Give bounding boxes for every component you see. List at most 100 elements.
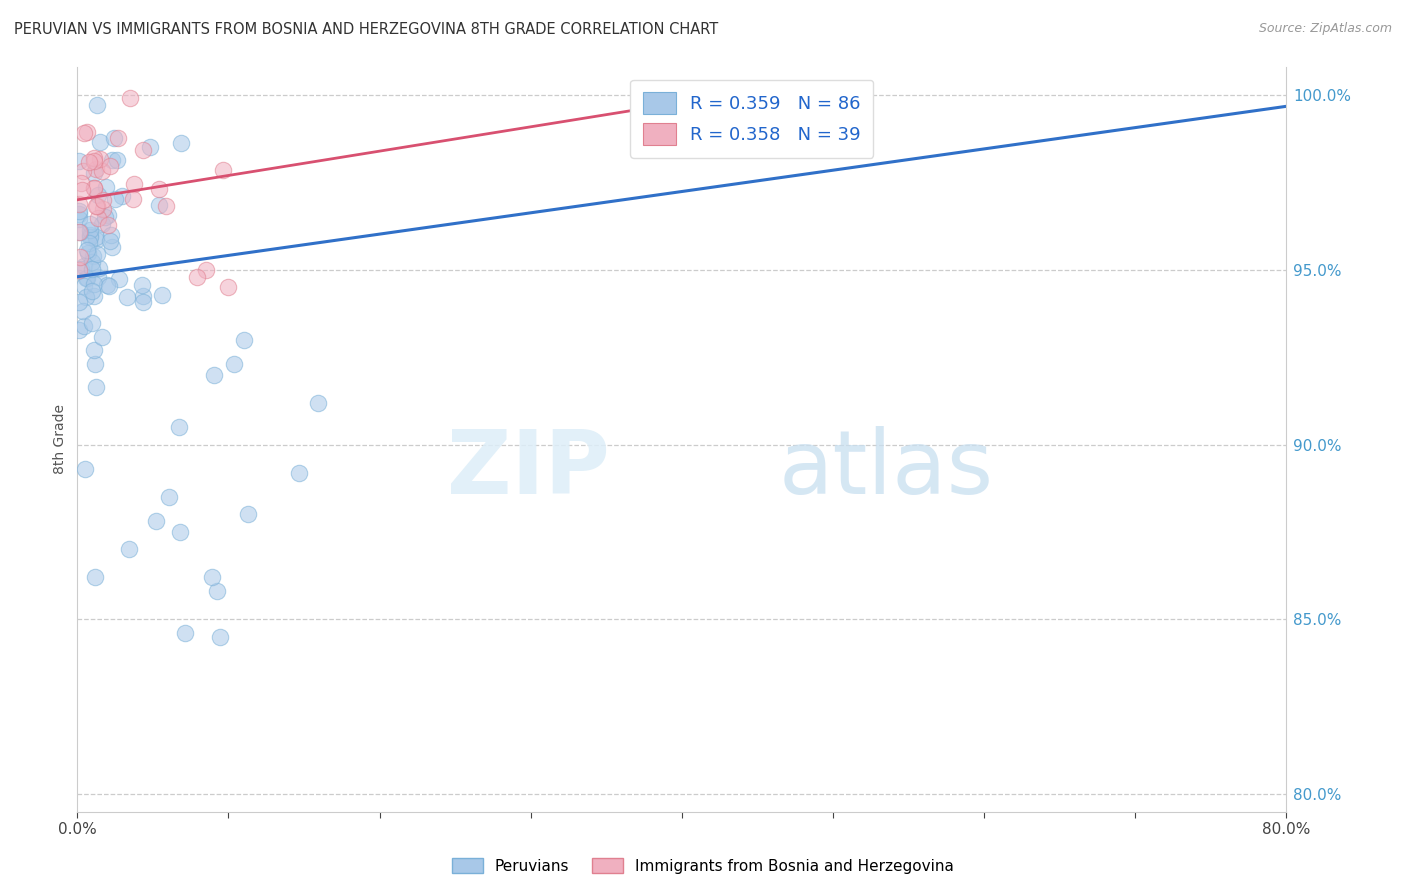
Point bbox=[201, 570, 224, 584]
Point bbox=[84, 230, 107, 244]
Point bbox=[87, 260, 110, 275]
Point bbox=[118, 542, 141, 557]
Point bbox=[82, 249, 104, 263]
Point bbox=[107, 131, 129, 145]
Point bbox=[76, 246, 98, 260]
Point bbox=[72, 318, 94, 333]
Point bbox=[84, 233, 107, 247]
Point bbox=[641, 91, 664, 105]
Point bbox=[79, 218, 101, 232]
Point bbox=[79, 223, 101, 237]
Point bbox=[157, 490, 180, 504]
Point bbox=[91, 194, 114, 208]
Point bbox=[67, 204, 90, 219]
Point bbox=[87, 270, 110, 285]
Point bbox=[70, 177, 93, 191]
Point bbox=[90, 330, 112, 344]
Point bbox=[671, 91, 693, 105]
Point bbox=[86, 161, 108, 176]
Point bbox=[73, 259, 96, 273]
Point bbox=[103, 130, 125, 145]
Point bbox=[287, 466, 309, 480]
Point bbox=[84, 199, 107, 213]
Point bbox=[93, 210, 115, 224]
Point bbox=[73, 279, 96, 293]
Point bbox=[170, 136, 193, 150]
Point bbox=[98, 234, 121, 248]
Point bbox=[89, 152, 111, 166]
Point bbox=[86, 246, 108, 260]
Point bbox=[67, 197, 90, 211]
Text: atlas: atlas bbox=[779, 425, 994, 513]
Point bbox=[67, 212, 90, 227]
Point bbox=[83, 343, 105, 357]
Point bbox=[122, 177, 145, 191]
Point bbox=[67, 323, 90, 337]
Point bbox=[82, 284, 104, 298]
Point bbox=[91, 217, 114, 231]
Point bbox=[131, 278, 153, 293]
Point bbox=[83, 289, 105, 303]
Point bbox=[83, 180, 105, 194]
Point bbox=[174, 626, 197, 640]
Point bbox=[72, 183, 94, 197]
Point bbox=[115, 290, 138, 304]
Point bbox=[67, 207, 90, 221]
Text: Source: ZipAtlas.com: Source: ZipAtlas.com bbox=[1258, 22, 1392, 36]
Point bbox=[86, 211, 108, 225]
Point bbox=[238, 508, 260, 522]
Point bbox=[79, 229, 101, 244]
Point bbox=[209, 630, 232, 644]
Point bbox=[145, 515, 167, 529]
Point bbox=[77, 236, 100, 251]
Point bbox=[76, 271, 98, 285]
Point bbox=[98, 159, 121, 173]
Point bbox=[67, 225, 90, 239]
Point bbox=[148, 198, 170, 212]
Point bbox=[91, 202, 114, 217]
Legend: Peruvians, Immigrants from Bosnia and Herzegovina: Peruvians, Immigrants from Bosnia and He… bbox=[446, 852, 960, 880]
Point bbox=[107, 272, 129, 286]
Point bbox=[83, 277, 105, 291]
Point bbox=[97, 218, 120, 232]
Point bbox=[80, 262, 103, 277]
Point bbox=[75, 290, 97, 304]
Point bbox=[121, 192, 143, 206]
Point bbox=[86, 188, 108, 202]
Point bbox=[167, 420, 190, 434]
Point bbox=[80, 255, 103, 269]
Point bbox=[84, 357, 107, 371]
Point bbox=[76, 243, 98, 257]
Point bbox=[83, 154, 105, 169]
Point bbox=[169, 524, 191, 539]
Point bbox=[104, 192, 127, 206]
Point bbox=[150, 287, 173, 301]
Point bbox=[69, 154, 91, 169]
Point bbox=[111, 189, 134, 203]
Point bbox=[70, 262, 93, 277]
Legend: R = 0.359   N = 86, R = 0.358   N = 39: R = 0.359 N = 86, R = 0.358 N = 39 bbox=[630, 79, 873, 158]
Point bbox=[82, 316, 104, 330]
Point bbox=[75, 271, 97, 285]
Point bbox=[731, 91, 754, 105]
Point bbox=[89, 135, 111, 149]
Point bbox=[67, 262, 90, 277]
Point bbox=[186, 269, 208, 284]
Point bbox=[202, 368, 225, 382]
Text: PERUVIAN VS IMMIGRANTS FROM BOSNIA AND HERZEGOVINA 8TH GRADE CORRELATION CHART: PERUVIAN VS IMMIGRANTS FROM BOSNIA AND H… bbox=[14, 22, 718, 37]
Point bbox=[100, 228, 122, 243]
Point bbox=[69, 250, 91, 264]
Point bbox=[205, 584, 228, 599]
Point bbox=[77, 154, 100, 169]
Point bbox=[195, 262, 218, 277]
Point bbox=[83, 570, 105, 584]
Point bbox=[67, 295, 90, 310]
Point bbox=[105, 153, 128, 167]
Y-axis label: 8th Grade: 8th Grade bbox=[53, 404, 67, 475]
Point bbox=[73, 127, 96, 141]
Point bbox=[148, 182, 170, 196]
Point bbox=[97, 279, 120, 293]
Point bbox=[73, 462, 96, 476]
Point bbox=[131, 295, 153, 310]
Point bbox=[86, 97, 108, 112]
